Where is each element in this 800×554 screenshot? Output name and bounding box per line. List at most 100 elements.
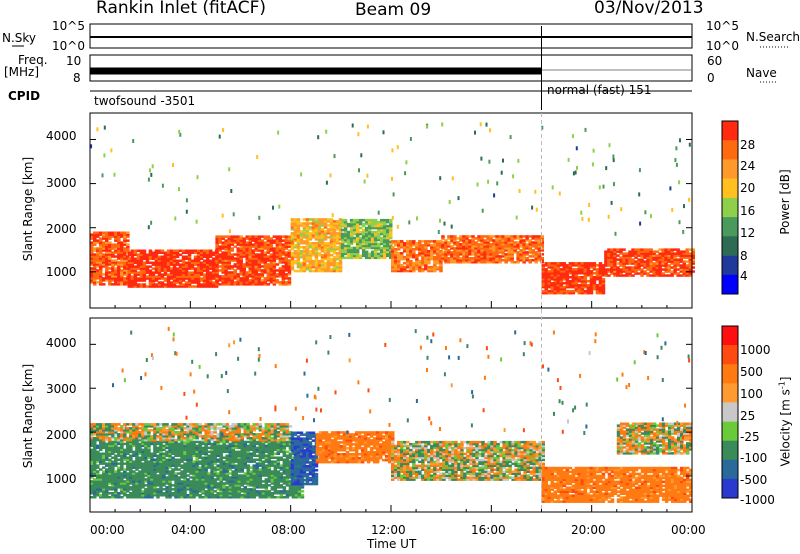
power-cell-670 (193, 279, 198, 282)
power-cell-1161 (263, 271, 268, 274)
power-cell-2572 (507, 251, 511, 254)
power-cell-261 (123, 277, 127, 280)
power-scatter-49 (678, 220, 681, 225)
power-cell-1843 (355, 244, 360, 248)
velocity-cell-126 (105, 494, 109, 497)
power-cell-250 (120, 249, 124, 252)
power-cell-2096 (397, 242, 401, 245)
power-cell-2252 (433, 252, 437, 255)
power-scatter-29 (272, 205, 274, 210)
power-cell-2957 (592, 285, 597, 289)
power-cell-1329 (287, 277, 292, 280)
power-cell-3083 (622, 274, 626, 277)
power-cell-100 (102, 263, 106, 266)
velocity-cell-1163 (225, 486, 229, 489)
power-cell-1863 (358, 238, 363, 242)
power-cell-2636 (522, 245, 526, 248)
power-cell-33 (93, 263, 97, 266)
power-cell-3179 (646, 266, 650, 269)
velocity-cell-1067 (213, 468, 217, 471)
power-cell-336 (130, 259, 135, 262)
power-cell-713 (199, 261, 204, 264)
power-cell-2154 (412, 263, 416, 267)
power-cell-870 (224, 279, 228, 282)
velocity-cell-439 (141, 474, 145, 477)
velocity-cell-982 (204, 482, 208, 485)
power-cell-1855 (355, 220, 360, 224)
velocity-cell-361 (132, 476, 136, 479)
velocity-cell-1398 (252, 488, 256, 491)
power-cell-2362 (459, 253, 463, 256)
power-cell-110 (102, 241, 106, 244)
velocity-cell-616 (162, 488, 166, 491)
velocity-cell-952 (201, 490, 205, 493)
velocity-cell-1219 (231, 478, 235, 481)
power-cell-1389 (293, 224, 298, 227)
power-cell-1557 (317, 269, 322, 273)
velocity-cell-498 (147, 462, 151, 465)
power-cell-2588 (510, 247, 514, 250)
power-cell-1330 (287, 273, 292, 276)
power-cell-3212 (652, 252, 656, 255)
power-cell-3059 (613, 250, 617, 253)
power-cell-2423 (471, 235, 475, 238)
power-cell-3067 (616, 258, 620, 261)
power-cell-1189 (266, 257, 271, 260)
power-cell-2471 (483, 245, 487, 248)
power-cell-2876 (574, 278, 579, 281)
power-cell-3312 (679, 270, 683, 273)
velocity-cell-199 (111, 444, 115, 448)
power-cell-1090 (254, 281, 258, 284)
power-cell-554 (172, 283, 177, 286)
power-cell-2135 (406, 240, 410, 243)
power-cell-3068 (616, 254, 620, 257)
power-cell-1553 (314, 224, 319, 227)
velocity-cell-921 (195, 446, 199, 450)
velocity-cell-1095 (216, 460, 220, 463)
power-cell-2597 (513, 249, 517, 252)
velocity-cell-1443 (255, 440, 260, 444)
velocity-cell-1042 (210, 468, 214, 471)
power-cell-613 (181, 263, 186, 266)
power-cell-570 (172, 251, 177, 254)
power-cell-1577 (317, 224, 322, 227)
velocity-cell-688 (168, 444, 172, 448)
power-cell-2328 (450, 247, 454, 250)
velocity-cell-1348 (246, 488, 250, 491)
power-cell-2609 (516, 251, 520, 254)
power-cell-268 (123, 261, 127, 264)
velocity-cell-332 (129, 478, 133, 481)
power-cell-3029 (607, 256, 611, 259)
power-cell-473 (157, 275, 162, 278)
power-cell-1917 (367, 230, 372, 234)
velocity-cell-1118 (219, 470, 223, 473)
power-cell-2842 (565, 264, 570, 267)
power-cell-2772 (553, 284, 557, 287)
power-cell-1097 (254, 267, 258, 270)
power-cell-1418 (296, 218, 301, 221)
velocity-cell-889 (192, 454, 196, 457)
velocity-cell-1251 (234, 470, 238, 473)
velocity-cell-1241 (234, 490, 238, 493)
velocity-cell-67 (96, 466, 100, 469)
velocity-cell-729 (174, 462, 178, 465)
power-cell-443 (151, 273, 156, 276)
power-cell-2220 (427, 267, 431, 271)
power-cell-2591 (510, 241, 514, 244)
velocity-cell-32 (93, 484, 97, 487)
power-cell-2112 (403, 265, 407, 269)
power-cell-2528 (495, 237, 499, 240)
power-cell-2480 (486, 253, 490, 256)
power-cell-1485 (305, 220, 310, 223)
velocity-cell-1309 (240, 456, 244, 459)
power-cell-2168 (415, 259, 419, 263)
power-cell-2806 (559, 280, 564, 283)
velocity-cell-560 (153, 440, 157, 444)
velocity-cell-1458 (258, 464, 263, 467)
power-cell-437 (151, 285, 156, 288)
velocity-cell-653 (165, 462, 169, 465)
velocity-cell-1091 (216, 472, 220, 475)
power-cell-2484 (486, 245, 490, 248)
velocity-cell-1228 (231, 458, 235, 461)
velocity-cell-227 (114, 440, 118, 444)
